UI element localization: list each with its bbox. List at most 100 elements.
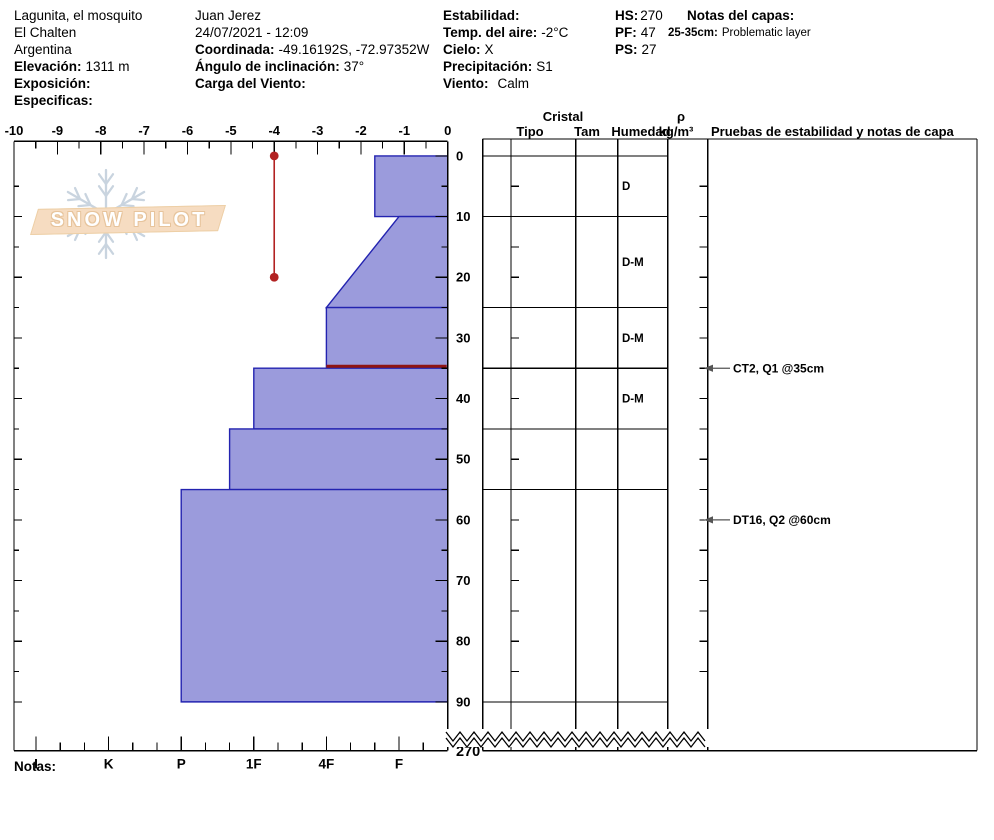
- aspect-row: Exposición:: [14, 75, 95, 92]
- coordinates-label: Coordinada:: [195, 42, 275, 57]
- coordinates-value: -49.16192S, -72.97352W: [278, 42, 430, 57]
- slope-angle-value: 37°: [343, 59, 365, 74]
- temp-tick-label: -10: [5, 123, 24, 138]
- total-depth-label: 270: [456, 744, 480, 760]
- snowflake-stroke: [66, 197, 82, 202]
- snowflake-stroke: [120, 192, 128, 207]
- snowflake-stroke: [97, 230, 108, 243]
- stability-test-label: CT2, Q1 @35cm: [733, 361, 824, 375]
- temp-tick-label: -1: [399, 123, 411, 138]
- precipitation-value: S1: [536, 59, 553, 74]
- wetness-value: D-M: [622, 394, 644, 406]
- sky-value: X: [484, 42, 494, 57]
- depth-tick-label: 80: [456, 634, 470, 649]
- air-temp-label: Temp. del aire:: [443, 25, 538, 40]
- column-header-humedad: Humedad: [611, 124, 670, 139]
- sky-row: Cielo: X: [443, 41, 494, 58]
- precipitation-row: Precipitación: S1: [443, 58, 553, 75]
- axes-and-grid: [13, 140, 449, 752]
- logo-text: SNOW PILOT: [50, 209, 208, 231]
- snowflake-stroke: [104, 173, 115, 186]
- air-temp-row: Temp. del aire: -2°C: [443, 24, 568, 41]
- hardness-tick-label: 4F: [319, 757, 335, 772]
- column-header-tam: Tam: [574, 124, 600, 139]
- snowflake-stroke: [97, 242, 108, 255]
- temp-tick-label: -2: [355, 123, 367, 138]
- ps-row: PS: 27: [615, 41, 657, 58]
- specifics-label: Especificas:: [14, 93, 93, 108]
- observer-name: Juan Jerez: [195, 8, 262, 23]
- snow-layer: [374, 155, 449, 218]
- elevation-label: Elevación:: [14, 59, 82, 74]
- snowflake-stroke: [77, 203, 92, 208]
- elevation-row: Elevación: 1311 m: [14, 58, 130, 75]
- ps-label: PS:: [615, 42, 638, 57]
- temp-tick-label: -5: [225, 123, 237, 138]
- snowflake-stroke: [97, 173, 108, 186]
- layer-note-text: Problematic layer: [721, 27, 811, 39]
- specifics-row: Especificas:: [14, 92, 97, 109]
- temp-tick-label: -3: [312, 123, 324, 138]
- wetness-value: D-M: [622, 333, 644, 345]
- snowflake-stroke: [104, 185, 115, 198]
- wetness-value: D-M: [622, 257, 644, 269]
- snowflake-stroke: [104, 230, 115, 243]
- hardness-tick-label: F: [395, 757, 403, 772]
- wind-loading-row: Carga del Viento:: [195, 75, 310, 92]
- column-header-rho: ρ: [677, 109, 685, 124]
- hardness-tick-label: P: [177, 757, 186, 772]
- depth-tick-label: 70: [456, 573, 470, 588]
- hs-label: HS:: [615, 8, 639, 23]
- depth-tick-label: 90: [456, 694, 470, 709]
- test-arrow-head: [704, 364, 713, 372]
- precipitation-label: Precipitación:: [443, 59, 533, 74]
- snowflake-stroke: [84, 192, 92, 207]
- pf-label: PF:: [615, 25, 637, 40]
- hardness-tick-label: 1F: [246, 757, 262, 772]
- snow-layer: [324, 215, 449, 309]
- air-temp-value: -2°C: [541, 25, 569, 40]
- hs-row: HS: 270: [615, 7, 663, 24]
- wind-loading-label: Carga del Viento:: [195, 76, 306, 91]
- stability-row: Estabilidad:: [443, 7, 524, 24]
- depth-tick-label: 0: [456, 148, 463, 163]
- depth-tick-label: 60: [456, 512, 470, 527]
- ps-value: 27: [641, 42, 657, 57]
- temp-tick-label: -8: [95, 123, 107, 138]
- snowflake-stroke: [97, 185, 108, 198]
- temp-tick-label: -6: [182, 123, 194, 138]
- temp-tick-label: -4: [268, 123, 280, 138]
- hardness-tick-label: K: [104, 757, 114, 772]
- snow-layer: [253, 367, 449, 430]
- notes-label: Notas:: [14, 759, 57, 774]
- column-header-cristal: Cristal: [543, 109, 583, 124]
- observation-datetime: 24/07/2021 - 12:09: [195, 25, 309, 40]
- snow-layers: [180, 155, 449, 703]
- elevation-value: 1311 m: [85, 59, 130, 74]
- column-header-tipo: Tipo: [516, 124, 543, 139]
- depth-tick-label: 20: [456, 270, 470, 285]
- depth-tick-label: 10: [456, 209, 470, 224]
- column-header-tests: Pruebas de estabilidad y notas de capa: [711, 124, 955, 139]
- snow-layer: [228, 428, 449, 491]
- depth-tick-label: 40: [456, 391, 470, 406]
- pf-value: 47: [640, 25, 656, 40]
- temperature-point: [269, 151, 279, 161]
- site-country: Argentina: [14, 42, 72, 57]
- depth-tick-label: 50: [456, 452, 470, 467]
- wind-row: Viento: Calm: [443, 75, 529, 92]
- snowflake-stroke: [130, 186, 139, 201]
- layer-note-depth: 25-35cm:: [668, 27, 718, 39]
- hardness-tick-label: I: [34, 757, 38, 772]
- coordinates-row: Coordinada: -49.16192S, -72.97352W: [195, 41, 429, 58]
- layer-table-grid: [482, 138, 978, 752]
- site-name: Lagunita, el mosquito: [14, 8, 143, 23]
- depth-break-zigzag: [445, 730, 706, 743]
- depth-break-zigzag: [445, 736, 706, 749]
- temp-tick-label: -9: [52, 123, 64, 138]
- layer-notes-title: Notas del capas:: [687, 8, 795, 23]
- hs-value: 270: [640, 8, 663, 23]
- snowpilot-logo: SNOW PILOT: [30, 160, 237, 285]
